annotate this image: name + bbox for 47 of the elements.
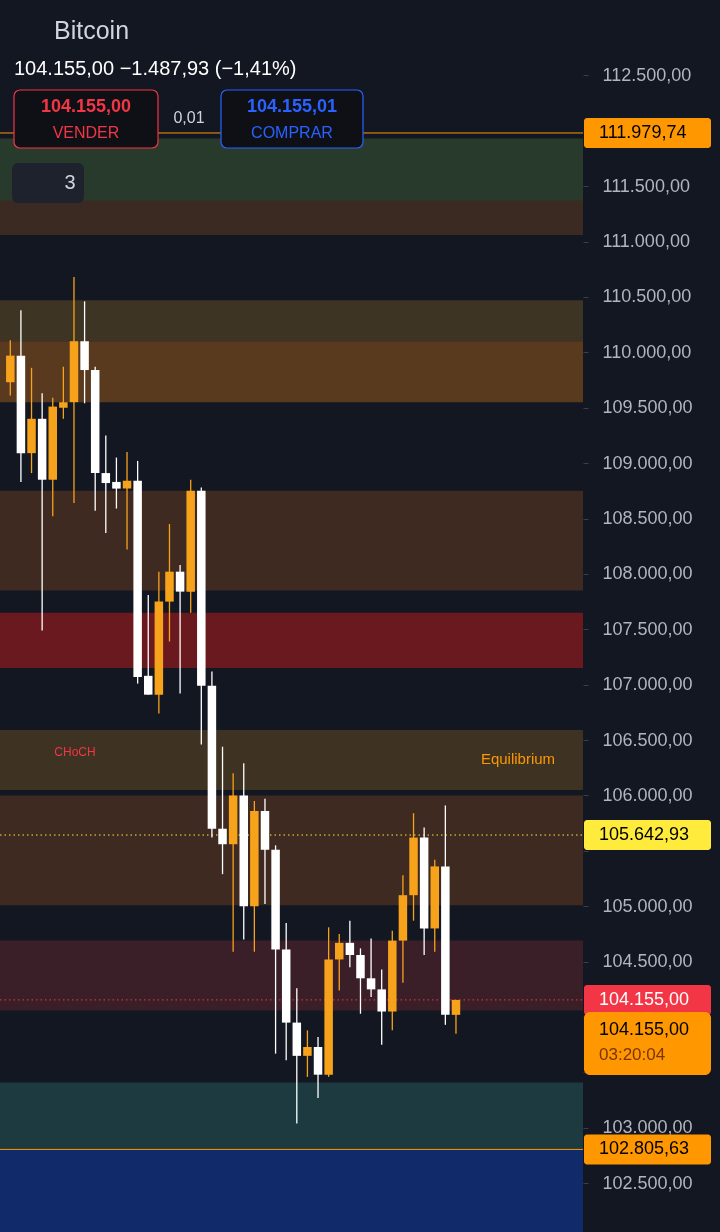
y-tick-label: 105.000,00 (602, 895, 693, 916)
annotation: Equilibrium (480, 750, 556, 767)
annotation: 3 (64, 171, 76, 193)
candlestick (101, 434, 111, 534)
y-tick-label: 109.500,00 (602, 397, 693, 418)
candlestick (218, 746, 227, 875)
y-tick-label: 111.000,00 (602, 231, 690, 252)
candlestick (144, 594, 153, 696)
ref-line-label: 104.155,00 (599, 988, 690, 1009)
y-tick-label: 107.500,00 (602, 618, 693, 639)
y-tick-label: 108.000,00 (602, 563, 693, 584)
candlestick (345, 920, 355, 968)
annotation: 0,01 (173, 109, 205, 126)
y-tick-label: 110.000,00 (602, 341, 692, 362)
y-tick-label: 106.000,00 (602, 784, 693, 805)
ref-line-label: 111.979,74 (599, 121, 687, 142)
y-tick-label: 110.500,00 (602, 286, 692, 307)
text: 104.155,00 −1.487,93 (−1,41%) (14, 57, 297, 79)
annotation: 104.155,00 (40, 96, 132, 116)
y-tick-label: 102.500,00 (602, 1172, 693, 1193)
y-tick-label: 103.000,00 (602, 1117, 693, 1138)
candlestick (303, 1029, 312, 1078)
candlestick (122, 451, 132, 551)
ref-line-label: 105.642,93 (599, 824, 690, 845)
y-tick-label: 107.000,00 (602, 674, 693, 695)
y-tick-label: 112.500,00 (602, 64, 692, 85)
y-tick-label: 109.000,00 (602, 452, 693, 473)
y-tick-label: 104.500,00 (602, 951, 693, 972)
ref-line-label: 102.805,63 (599, 1138, 690, 1159)
annotation: VENDER (52, 124, 120, 141)
candlestick (175, 564, 185, 695)
text: 03:20:04 (599, 1045, 666, 1064)
candlestick (335, 933, 344, 992)
candlestick (59, 366, 68, 420)
annotation: CHoCH (54, 745, 96, 759)
annotation: COMPRAR (251, 124, 333, 141)
y-tick-label: 106.500,00 (602, 729, 693, 750)
candlestick (377, 968, 386, 1046)
y-tick-label: 111.500,00 (602, 175, 690, 196)
candlestick (451, 999, 461, 1035)
y-tick-label: 108.500,00 (602, 508, 693, 528)
candlestick (112, 456, 121, 510)
candlestick (356, 947, 365, 1015)
annotation: 104.155,01 (246, 96, 338, 116)
text: Bitcoin (54, 16, 130, 44)
text: 104.155,00 (599, 1019, 690, 1039)
candlestick (366, 937, 376, 998)
